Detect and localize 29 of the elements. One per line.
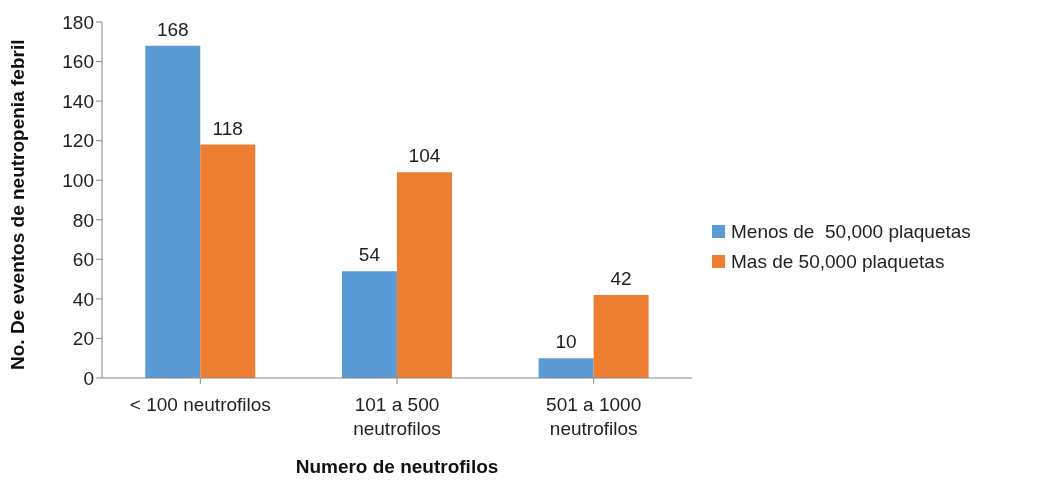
y-tick-label: 160 [62, 51, 94, 73]
data-label: 54 [358, 244, 381, 266]
bar [396, 172, 452, 378]
legend-label: Mas de 50,000 plaquetas [731, 250, 945, 273]
x-tick-label: 501 a 1000 neutrofilos [546, 394, 642, 439]
y-tick-label: 120 [62, 130, 94, 152]
data-label: 10 [555, 331, 577, 353]
bar [538, 358, 594, 378]
y-tick-label: 20 [72, 328, 94, 350]
legend-label: Menos de 50,000 plaquetas [731, 220, 971, 243]
x-tick-label: 101 a 500 neutrofilos [353, 394, 441, 439]
data-label: 104 [408, 145, 441, 167]
data-label: 42 [610, 267, 632, 289]
y-tick-label: 180 [62, 11, 94, 33]
data-label: 168 [156, 18, 189, 40]
y-axis-title: No. De eventos de neutropenia febril [6, 39, 28, 370]
x-tick-label: < 100 neutrofilos [129, 394, 271, 416]
y-tick-label: 100 [62, 169, 94, 191]
bar [200, 144, 256, 378]
bar [593, 294, 649, 378]
x-axis-title: Numero de neutrofilos [295, 456, 499, 477]
bar [341, 271, 397, 378]
bar [145, 45, 201, 378]
y-tick-label: 0 [83, 367, 94, 389]
y-tick-label: 140 [62, 90, 94, 112]
y-tick-label: 40 [72, 288, 94, 310]
data-label: 118 [212, 117, 243, 139]
y-tick-label: 60 [72, 249, 94, 271]
y-tick-label: 80 [72, 209, 94, 231]
